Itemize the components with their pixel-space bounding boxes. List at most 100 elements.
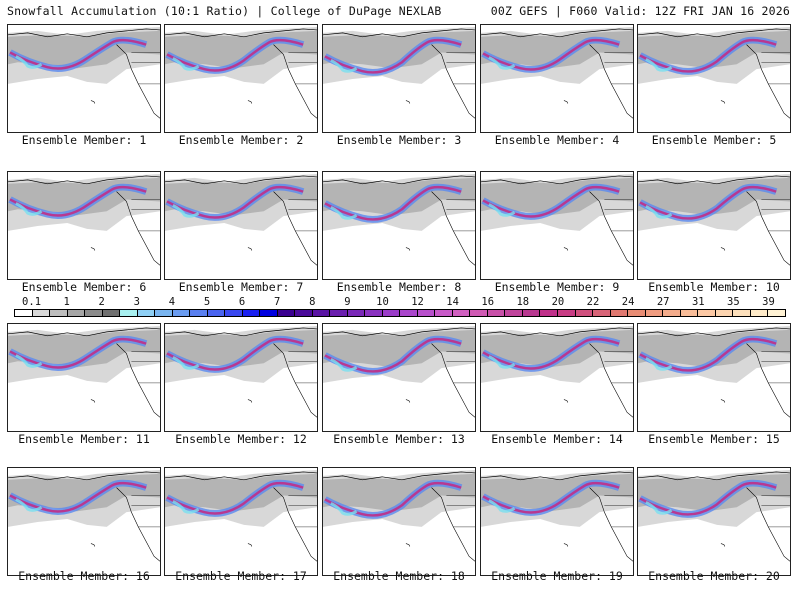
colorbar-cell [452, 310, 471, 316]
ensemble-panel-map [637, 323, 791, 432]
colorbar-tick-label: 22 [586, 296, 600, 308]
colorbar-cell [295, 310, 313, 316]
ensemble-panel-map [637, 24, 791, 133]
colorbar-cell [382, 310, 401, 316]
colorbar [14, 309, 786, 317]
snowfall-map [638, 325, 790, 418]
colorbar-tick-label: 39 [762, 296, 775, 308]
ensemble-panel-map [637, 467, 791, 576]
ensemble-panel-map [322, 24, 476, 133]
ensemble-member-label: Ensemble Member: 3 [336, 133, 462, 147]
ensemble-member-label: Ensemble Member: 15 [648, 432, 780, 446]
snowfall-map [481, 173, 633, 266]
colorbar-cell [365, 310, 383, 316]
ensemble-member-label: Ensemble Member: 2 [178, 133, 304, 147]
colorbar-cell [470, 310, 488, 316]
ensemble-member-label: Ensemble Member: 18 [333, 569, 465, 583]
ensemble-member-label: Ensemble Member: 12 [175, 432, 307, 446]
colorbar-cell [575, 310, 594, 316]
ensemble-panel-map [164, 467, 318, 576]
ensemble-panel-map [480, 24, 634, 133]
snowfall-map [165, 325, 317, 418]
ensemble-member-label: Ensemble Member: 5 [651, 133, 777, 147]
ensemble-panel-map [7, 171, 161, 280]
colorbar-cell [663, 310, 681, 316]
colorbar-cell [628, 310, 646, 316]
colorbar-cell [610, 310, 629, 316]
ensemble-member-label: Ensemble Member: 8 [336, 280, 462, 294]
ensemble-member-label: Ensemble Member: 20 [648, 569, 780, 583]
ensemble-member-label: Ensemble Member: 17 [175, 569, 307, 583]
colorbar-tick-label: 31 [691, 296, 705, 308]
ensemble-panel-map [480, 323, 634, 432]
colorbar-cell [277, 310, 296, 316]
colorbar-tick-label: 16 [481, 296, 495, 308]
colorbar-cell [540, 310, 558, 316]
ensemble-member-label: Ensemble Member: 4 [494, 133, 620, 147]
colorbar-tick-label: 5 [203, 296, 211, 308]
colorbar-cell [487, 310, 506, 316]
ensemble-panel-map [322, 467, 476, 576]
colorbar-cell [435, 310, 453, 316]
colorbar-cell [715, 310, 734, 316]
title-left: Snowfall Accumulation (10:1 Ratio) | Col… [7, 4, 442, 18]
colorbar-cell [330, 310, 348, 316]
snowfall-map [638, 173, 790, 266]
ensemble-panel-map [480, 171, 634, 280]
colorbar-cell [207, 310, 226, 316]
snowfall-map [165, 173, 317, 266]
colorbar-tick-label: 35 [727, 296, 740, 308]
colorbar-cell [67, 310, 86, 316]
ensemble-panel-map [164, 323, 318, 432]
colorbar-tick-label: 27 [656, 296, 670, 308]
snowfall-map [8, 469, 160, 562]
snowfall-map [638, 26, 790, 119]
ensemble-panel-map [7, 467, 161, 576]
colorbar-cell [155, 310, 173, 316]
colorbar-cell [400, 310, 418, 316]
colorbar-cell [593, 310, 611, 316]
colorbar-tick-labels: 0.1 1 2 3 4 5 6 7 8 9 10 12 14 16 18 20 22 24 27 31 35 39 [14, 296, 786, 308]
colorbar-cell [50, 310, 68, 316]
snowfall-map [8, 325, 160, 418]
colorbar-cell [505, 310, 523, 316]
colorbar-cell [312, 310, 331, 316]
ensemble-panel-map [322, 323, 476, 432]
snowfall-map [165, 469, 317, 562]
ensemble-member-label: Ensemble Member: 14 [491, 432, 623, 446]
colorbar-cell [32, 310, 51, 316]
colorbar-tick-label: 4 [168, 296, 176, 308]
snowfall-map [165, 26, 317, 119]
colorbar-tick-label: 3 [133, 296, 140, 308]
ensemble-panel-map [637, 171, 791, 280]
colorbar-tick-label: 24 [621, 296, 635, 308]
colorbar-tick-label: 7 [274, 296, 281, 308]
colorbar-cell [768, 310, 785, 316]
colorbar-cell [260, 310, 278, 316]
colorbar-cell [645, 310, 664, 316]
colorbar-tick-label: 14 [446, 296, 459, 308]
ensemble-member-label: Ensemble Member: 10 [648, 280, 780, 294]
ensemble-member-label: Ensemble Member: 1 [21, 133, 147, 147]
colorbar-cell [347, 310, 366, 316]
colorbar-cell [750, 310, 769, 316]
ensemble-panel-map [7, 323, 161, 432]
snowfall-map [638, 469, 790, 562]
colorbar-cell [190, 310, 208, 316]
colorbar-cell [680, 310, 699, 316]
colorbar-cell [15, 310, 33, 316]
colorbar-tick-label: 6 [238, 296, 246, 308]
colorbar-tick-label: 10 [376, 296, 389, 308]
colorbar-tick-label: 1 [63, 296, 70, 308]
ensemble-member-label: Ensemble Member: 6 [21, 280, 147, 294]
colorbar-cell [698, 310, 716, 316]
colorbar-cell [242, 310, 261, 316]
ensemble-panel-map [7, 24, 161, 133]
snowfall-map [323, 26, 475, 119]
colorbar-tick-label: 20 [551, 296, 565, 308]
colorbar-tick-label: 8 [309, 296, 316, 308]
colorbar-cell [557, 310, 576, 316]
colorbar-tick-label: 18 [516, 296, 530, 308]
colorbar-cell [102, 310, 121, 316]
ensemble-member-label: Ensemble Member: 11 [18, 432, 150, 446]
